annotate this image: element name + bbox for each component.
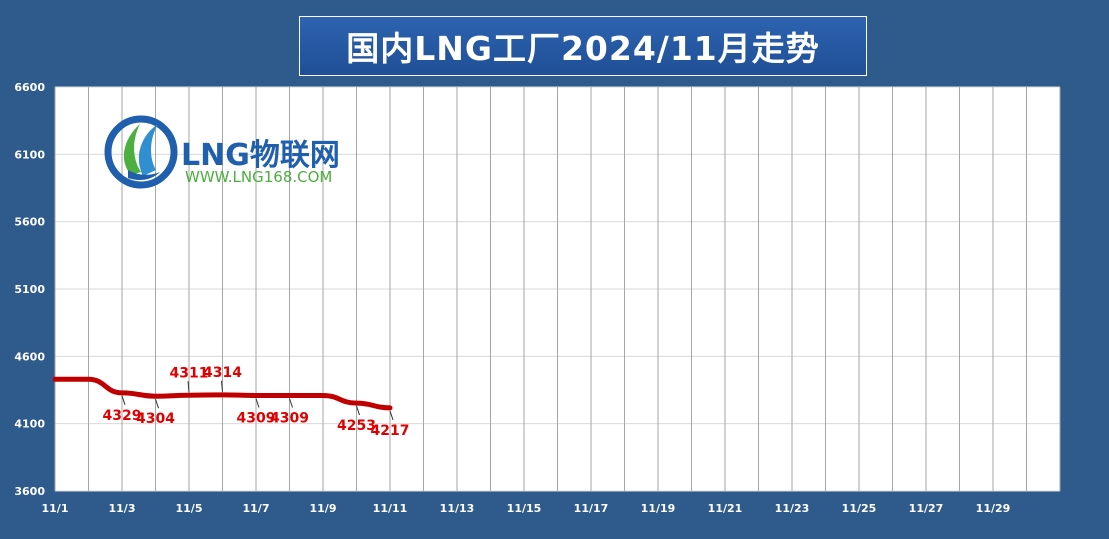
- watermark-logo: LNG物联网 WWW.LNG168.COM: [104, 115, 340, 189]
- data-label: 4314: [203, 365, 242, 381]
- x-tick-label: 11/25: [842, 502, 877, 515]
- y-axis-labels: 3600 4100 4600 5100 5600 6100 6600: [14, 81, 45, 498]
- series-line: [52, 376, 393, 411]
- x-tick-label: 11/9: [310, 502, 337, 515]
- watermark-url: WWW.LNG168.COM: [185, 168, 332, 186]
- x-tick-label: 11/7: [243, 502, 270, 515]
- y-tick-label: 6100: [14, 148, 45, 161]
- x-tick-label: 11/1: [42, 502, 69, 515]
- x-tick-label: 11/21: [708, 502, 743, 515]
- x-tick-label: 11/11: [373, 502, 408, 515]
- chart-title: 国内LNG工厂2024/11月走势: [299, 16, 867, 76]
- data-label: 4311: [170, 365, 209, 381]
- data-label-leader: [255, 398, 260, 408]
- data-label-leader: [155, 399, 159, 409]
- y-tick-label: 6600: [14, 81, 45, 94]
- data-label: 4304: [136, 411, 175, 427]
- data-label: 4329: [103, 408, 142, 424]
- x-axis-labels: 11/1 11/3 11/5 11/7 11/9 11/11 11/13 11/15 11/17…: [42, 502, 1011, 515]
- y-tick-label: 5100: [14, 283, 45, 296]
- x-tick-label: 11/19: [641, 502, 676, 515]
- x-tick-label: 11/23: [775, 502, 810, 515]
- data-label-leader: [289, 398, 293, 408]
- data-label-leader: [221, 380, 223, 392]
- y-tick-label: 4600: [14, 350, 45, 363]
- y-tick-label: 3600: [14, 485, 45, 498]
- series-group: [52, 376, 393, 411]
- x-tick-label: 11/3: [109, 502, 136, 515]
- data-label: 4253: [337, 418, 376, 434]
- data-label: 4309: [270, 411, 309, 427]
- x-tick-label: 11/5: [176, 502, 203, 515]
- data-label-leader: [121, 395, 126, 405]
- data-label: 4217: [371, 423, 410, 439]
- x-tick-label: 11/29: [976, 502, 1011, 515]
- x-tick-label: 11/15: [507, 502, 542, 515]
- data-label-leader: [356, 405, 360, 416]
- x-tick-label: 11/13: [440, 502, 475, 515]
- vertical-gridlines: [54, 87, 1061, 491]
- y-tick-label: 4100: [14, 418, 45, 431]
- watermark-brand: LNG物联网: [181, 138, 340, 173]
- data-label-leader: [187, 381, 190, 393]
- x-tick-label: 11/27: [909, 502, 944, 515]
- y-tick-label: 5600: [14, 216, 45, 229]
- lng-logo-icon: [104, 115, 178, 189]
- data-label-leader: [389, 410, 394, 421]
- data-label: 4309: [237, 411, 276, 427]
- x-tick-label: 11/17: [574, 502, 609, 515]
